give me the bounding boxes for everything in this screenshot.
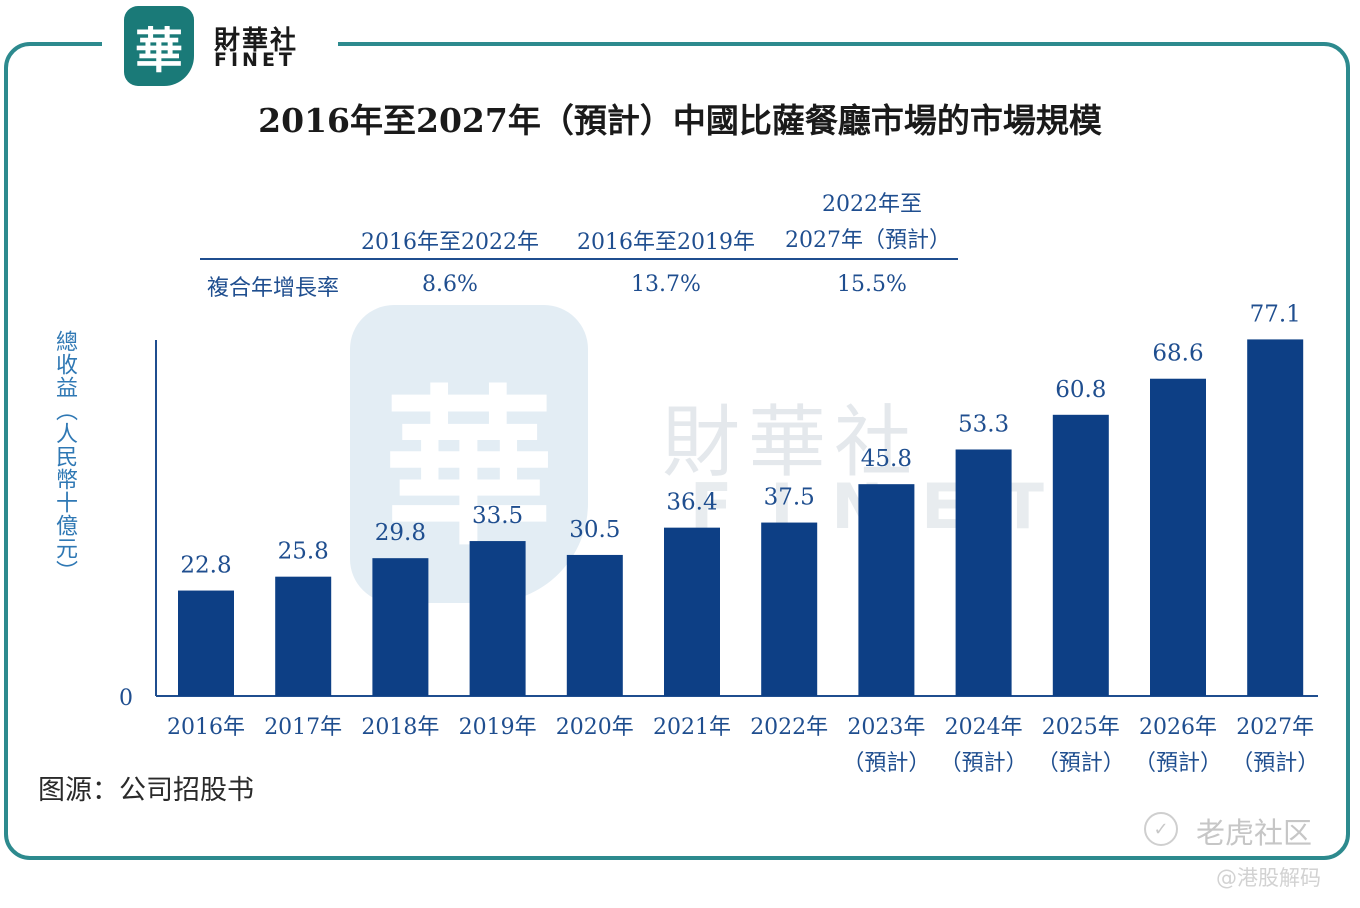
tiger-icon: ✓: [1144, 812, 1178, 846]
watermark-site: 老虎社区: [1196, 816, 1313, 850]
x-forecast-label: （預計）: [842, 751, 930, 776]
watermark-name-cn: 財華社: [662, 398, 921, 488]
cagr-header-1: 2016年至2022年: [361, 230, 539, 255]
cagr-value-1: 8.6%: [422, 272, 478, 297]
value-label: 68.6: [1152, 341, 1203, 367]
bar-2022年: [761, 522, 818, 696]
bar-2021年: [664, 527, 720, 696]
bar-2019年: [469, 541, 526, 696]
x-tick-label: 2017年: [264, 715, 342, 740]
bar-2027年: [1247, 339, 1304, 696]
value-label: 25.8: [278, 539, 329, 565]
x-forecast-label: （預計）: [1134, 751, 1222, 776]
cagr-header-2: 2016年至2019年: [577, 230, 755, 255]
value-label: 37.5: [764, 485, 815, 511]
logo-name-cn: 財華社: [214, 26, 299, 56]
watermark-logo-icon: 華: [350, 305, 588, 603]
x-tick-label: 2023年: [847, 715, 925, 740]
x-tick-label: 2024年: [945, 715, 1023, 740]
bar-2024年: [955, 449, 1012, 696]
cagr-row-label: 複合年增長率: [207, 276, 340, 301]
x-tick-label: 2025年: [1042, 715, 1120, 740]
chart-frame: [4, 42, 1350, 860]
x-tick-label: 2021年: [653, 715, 731, 740]
y-axis-label: 總收益（人民幣十億元）: [52, 330, 77, 583]
x-forecast-label: （預計）: [1037, 751, 1125, 776]
value-label: 36.4: [666, 490, 717, 516]
bar-2025年: [1052, 414, 1109, 696]
value-label: 60.8: [1055, 377, 1106, 403]
value-label: 45.8: [861, 446, 912, 472]
cagr-header-3-line2: 2027年（預計）: [785, 228, 951, 253]
x-tick-label: 2020年: [556, 715, 634, 740]
x-tick-label: 2019年: [459, 715, 537, 740]
bar-2016年: [178, 590, 234, 696]
finet-logo-icon: 華: [124, 6, 194, 86]
cagr-divider: [200, 258, 958, 260]
x-tick-label: 2016年: [167, 715, 245, 740]
watermark-handle: @港股解码: [1216, 866, 1321, 890]
value-label: 53.3: [958, 411, 1009, 437]
bar-2020年: [566, 554, 623, 696]
value-label: 33.5: [472, 503, 523, 529]
logo-name-en: FINET: [214, 49, 296, 71]
value-label: 30.5: [569, 517, 620, 543]
cagr-value-3: 15.5%: [837, 272, 907, 297]
bar-2023年: [858, 484, 915, 696]
cagr-header-3-line1: 2022年至: [822, 192, 922, 217]
value-label: 77.1: [1250, 301, 1301, 327]
y-zero-label: 0: [119, 686, 133, 711]
x-tick-label: 2026年: [1139, 715, 1217, 740]
bar-2018年: [372, 558, 429, 696]
bar-2017年: [275, 576, 332, 696]
x-tick-label: 2022年: [750, 715, 828, 740]
x-forecast-label: （預計）: [940, 751, 1028, 776]
cagr-value-2: 13.7%: [631, 272, 701, 297]
value-label: 29.8: [375, 520, 426, 546]
chart-title: 2016年至2027年（預計）中國比薩餐廳市場的市場規模: [258, 101, 1102, 140]
x-tick-label: 2018年: [361, 715, 439, 740]
x-forecast-label: （預計）: [1231, 751, 1319, 776]
bar-2026年: [1150, 378, 1206, 696]
value-label: 22.8: [180, 553, 231, 579]
x-tick-label: 2027年: [1236, 715, 1314, 740]
source-note: 图源：公司招股书: [38, 775, 254, 806]
